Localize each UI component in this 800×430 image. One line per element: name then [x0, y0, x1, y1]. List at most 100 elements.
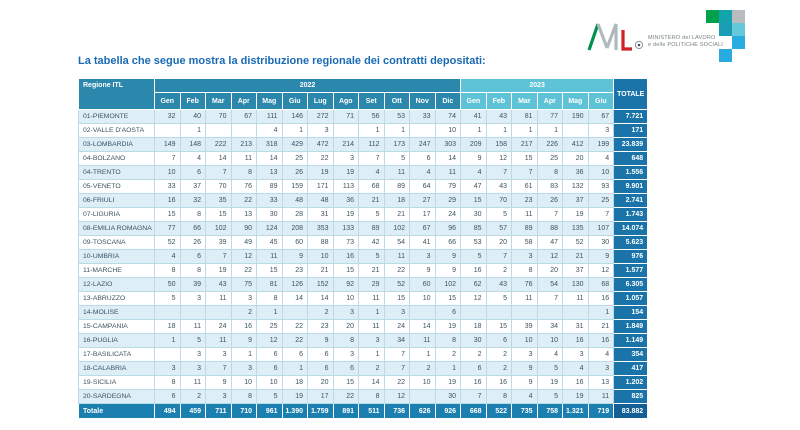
value-cell-2023: 18 — [460, 319, 487, 334]
value-cell-2023: 85 — [460, 221, 487, 236]
value-cell-2022: 2 — [307, 305, 334, 320]
month-header-2023-mag: Mag — [562, 92, 589, 110]
value-cell-2022: 9 — [409, 263, 436, 278]
total-column-header: TOTALE — [613, 78, 649, 110]
value-cell-2022: 4 — [256, 123, 283, 138]
value-cell-2022: 31 — [307, 207, 334, 222]
value-cell-2022: 8 — [154, 375, 181, 390]
value-cell-2023: 10 — [587, 165, 615, 180]
table-row: 18-CALABRIA 3 3 7 3 6 1 6 6 2 7 2 1 6 2 9 5 4 3 417 — [78, 361, 649, 376]
value-cell-2022: 66 — [434, 235, 462, 250]
totals-value-2022: 711 — [205, 403, 232, 419]
value-cell-2023 — [511, 305, 538, 320]
value-cell-2022: 3 — [409, 249, 436, 264]
value-cell-2022 — [205, 305, 232, 320]
value-cell-2022: 14 — [434, 151, 462, 166]
value-cell-2022: 10 — [230, 375, 257, 390]
value-cell-2022: 133 — [332, 221, 359, 236]
row-total-cell: 5.623 — [613, 235, 649, 250]
row-total-cell: 154 — [613, 305, 649, 320]
region-cell: 20-SARDEGNA — [78, 389, 155, 404]
value-cell-2022: 21 — [358, 263, 385, 278]
value-cell-2022: 112 — [358, 137, 385, 152]
value-cell-2022: 222 — [205, 137, 232, 152]
table-row: 13-ABRUZZO 5 3 11 3 8 14 14 10 11 15 10 15 12 5 11 7 11 16… — [78, 291, 649, 306]
value-cell-2022: 11 — [358, 291, 385, 306]
value-cell-2022: 32 — [179, 193, 206, 208]
value-cell-2023: 34 — [536, 319, 564, 334]
value-cell-2022: 1 — [230, 347, 257, 362]
value-cell-2023: 16 — [587, 333, 615, 348]
value-cell-2022: 10 — [332, 291, 359, 306]
row-total-cell: 1.577 — [613, 263, 649, 278]
region-cell: 06-FRIULI — [78, 193, 155, 208]
value-cell-2022: 29 — [358, 277, 385, 292]
table-row: 01-PIEMONTE 32 40 70 67 111 146 272 71 56 53 33 74 41… — [78, 109, 649, 124]
value-cell-2022: 2 — [179, 389, 206, 404]
value-cell-2022: 4 — [179, 151, 206, 166]
value-cell-2023: 37 — [562, 193, 589, 208]
totals-value-2022: 1.759 — [307, 403, 334, 419]
value-cell-2022: 12 — [256, 333, 283, 348]
value-cell-2022: 56 — [358, 109, 385, 124]
value-cell-2023: 7 — [485, 249, 513, 264]
value-cell-2022: 89 — [256, 179, 283, 194]
value-cell-2022: 17 — [307, 389, 334, 404]
value-cell-2022 — [409, 123, 436, 138]
value-cell-2023: 43 — [485, 109, 513, 124]
value-cell-2022: 2 — [230, 305, 257, 320]
deco-square-gray — [732, 10, 745, 23]
value-cell-2022: 11 — [358, 319, 385, 334]
value-cell-2022: 14 — [256, 151, 283, 166]
value-cell-2022: 159 — [281, 179, 308, 194]
value-cell-2022: 1 — [409, 347, 436, 362]
value-cell-2022: 60 — [281, 235, 308, 250]
deco-square-cyan-1 — [732, 36, 745, 49]
value-cell-2023: 23 — [511, 193, 538, 208]
value-cell-2023: 2 — [460, 347, 487, 362]
value-cell-2022: 66 — [179, 221, 206, 236]
value-cell-2023: 20 — [562, 151, 589, 166]
value-cell-2022: 472 — [307, 137, 334, 152]
table-row: 09-TOSCANA 52 26 39 49 45 60 88 73 42 54 41 66 53 20 58… — [78, 235, 649, 250]
value-cell-2022: 2 — [409, 361, 436, 376]
value-cell-2023: 20 — [485, 235, 513, 250]
table-row: 19-SICILIA 8 11 9 10 10 18 20 15 14 22 10 19 16 16 9 19 1… — [78, 375, 649, 390]
value-cell-2022: 60 — [409, 277, 436, 292]
value-cell-2022: 17 — [409, 207, 436, 222]
value-cell-2022: 12 — [230, 249, 257, 264]
value-cell-2023: 3 — [587, 123, 615, 138]
value-cell-2022: 49 — [230, 235, 257, 250]
value-cell-2022: 19 — [332, 165, 359, 180]
value-cell-2023: 7 — [485, 165, 513, 180]
totals-value-2022: 710 — [230, 403, 257, 419]
value-cell-2022: 14 — [205, 151, 232, 166]
value-cell-2022: 15 — [256, 263, 283, 278]
value-cell-2023: 30 — [587, 235, 615, 250]
value-cell-2022: 6 — [307, 347, 334, 362]
table-row: 06-FRIULI 16 32 35 22 33 48 48 36 21 18 27 29 15 70 23 2… — [78, 193, 649, 208]
row-total-cell: 1.556 — [613, 165, 649, 180]
region-cell: 05-VENETO — [78, 179, 155, 194]
value-cell-2023: 7 — [511, 165, 538, 180]
value-cell-2023: 13 — [587, 375, 615, 390]
region-cell: 17-BASILICATA — [78, 347, 155, 362]
value-cell-2022: 10 — [434, 123, 462, 138]
value-cell-2022: 5 — [358, 249, 385, 264]
value-cell-2022: 13 — [256, 165, 283, 180]
table-row: 15-CAMPANIA 18 11 24 16 25 22 23 20 11 24 14 19 18 15 3… — [78, 319, 649, 334]
value-cell-2023: 2 — [485, 263, 513, 278]
value-cell-2022: 18 — [154, 319, 181, 334]
value-cell-2022: 6 — [256, 347, 283, 362]
value-cell-2022: 7 — [205, 249, 232, 264]
value-cell-2023: 135 — [562, 221, 589, 236]
value-cell-2022: 9 — [205, 375, 232, 390]
value-cell-2022: 1 — [358, 347, 385, 362]
region-cell: 03-LOMBARDIA — [78, 137, 155, 152]
value-cell-2022: 89 — [383, 179, 410, 194]
value-cell-2022: 26 — [281, 165, 308, 180]
value-cell-2022: 15 — [205, 207, 232, 222]
value-cell-2022: 9 — [230, 333, 257, 348]
row-total-cell: 7.721 — [613, 109, 649, 124]
value-cell-2023: 130 — [562, 277, 589, 292]
